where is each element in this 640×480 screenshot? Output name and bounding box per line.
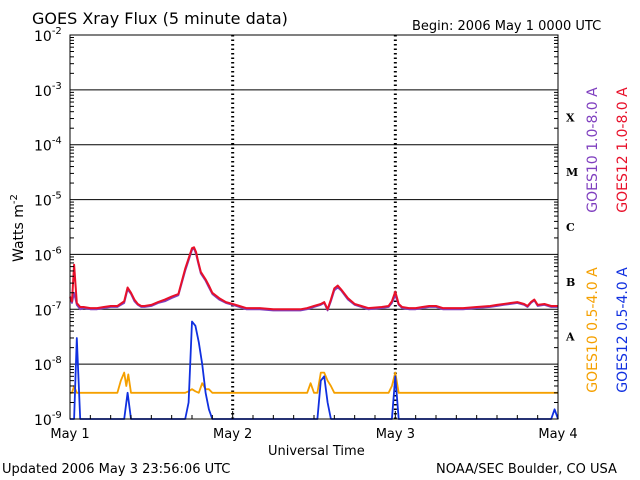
- series-line: [70, 320, 559, 420]
- y-tick-label: 10-2: [34, 26, 62, 45]
- y-tick-label: 10-9: [34, 410, 62, 429]
- y-axis-ticks: 10-2 10-3 10-4 10-5 10-6 10-7 10-8 10-9: [34, 26, 558, 429]
- series-line: [69, 246, 558, 311]
- credit-line: NOAA/SEC Boulder, CO USA: [436, 462, 617, 477]
- plot-grid: [70, 35, 558, 419]
- legend-entry: GOES10 0.5-4.0 A: [585, 267, 601, 393]
- data-series-group: [69, 246, 559, 420]
- legend-entry: GOES12 1.0-8.0 A: [615, 87, 631, 213]
- y-tick-label: 10-3: [34, 81, 62, 100]
- series-line: [70, 371, 558, 394]
- x-tick-label: May 3: [376, 427, 415, 442]
- updated-timestamp: Updated 2006 May 3 23:56:06 UTC: [2, 462, 230, 477]
- chart-title: GOES Xray Flux (5 minute data): [32, 9, 288, 28]
- y-axis-label-sup: -2: [9, 194, 20, 204]
- y-axis-label-text: Watts m: [11, 204, 27, 262]
- y-tick-label: 10-5: [34, 191, 62, 210]
- y-tick-label: 10-8: [34, 355, 62, 374]
- y-tick-label: 10-6: [34, 245, 62, 264]
- plot-frame: [69, 34, 559, 420]
- legend-entry: GOES10 1.0-8.0 A: [585, 87, 601, 213]
- flare-class-label: C: [566, 221, 575, 234]
- y-tick-label: 10-4: [34, 136, 62, 155]
- y-axis-label: Watts m-2: [9, 194, 27, 262]
- series-line: [69, 247, 558, 312]
- x-axis-ticks: May 1 May 2 May 3 May 4: [50, 411, 578, 442]
- x-tick-label: May 1: [50, 427, 89, 442]
- flare-class-labels: X M C B A: [565, 111, 578, 343]
- flare-class-label: M: [566, 166, 578, 179]
- x-tick-label: May 2: [213, 427, 252, 442]
- legend: GOES10 1.0-8.0 A GOES12 1.0-8.0 A GOES10 0…: [585, 87, 631, 393]
- x-axis-label: Universal Time: [268, 444, 365, 459]
- legend-entry: GOES12 0.5-4.0 A: [615, 267, 631, 393]
- flare-class-label: B: [566, 276, 575, 289]
- flare-class-label: A: [565, 331, 575, 344]
- flare-class-label: X: [566, 111, 575, 124]
- x-tick-label: May 4: [538, 427, 577, 442]
- y-tick-label: 10-7: [34, 300, 62, 319]
- begin-label: Begin: 2006 May 1 0000 UTC: [412, 19, 601, 34]
